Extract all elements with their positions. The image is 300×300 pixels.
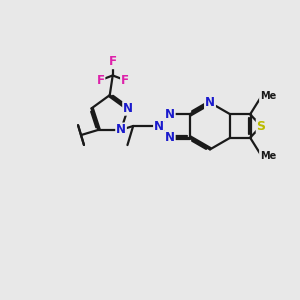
Text: N: N: [116, 123, 126, 136]
Text: N: N: [154, 119, 164, 133]
Text: N: N: [165, 108, 175, 121]
Text: F: F: [109, 56, 117, 68]
Text: F: F: [121, 74, 129, 87]
Text: Me: Me: [260, 92, 276, 101]
Text: S: S: [256, 119, 266, 133]
Text: Me: Me: [260, 151, 276, 160]
Text: N: N: [165, 131, 175, 144]
Text: N: N: [205, 96, 215, 109]
Text: F: F: [97, 74, 104, 87]
Text: N: N: [123, 102, 133, 115]
Text: N: N: [205, 96, 215, 109]
